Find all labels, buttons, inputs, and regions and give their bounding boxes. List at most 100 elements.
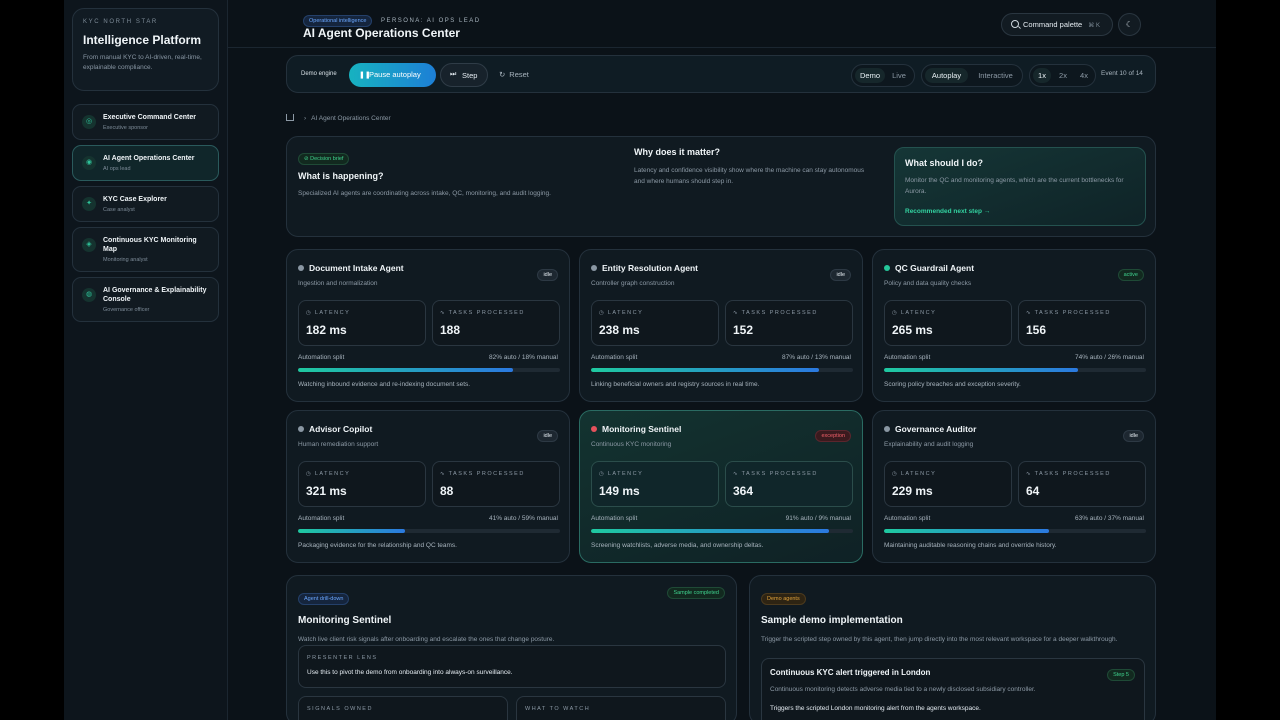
tasks-metric: ∿ TASKS PROCESSED 152 — [725, 300, 853, 346]
sidebar-item-sub: Governance officer — [103, 307, 150, 313]
recommended-next-step-link[interactable]: Recommended next step → — [905, 208, 1135, 215]
sidebar-nav: ◎ Executive Command Center Executive spo… — [72, 104, 219, 327]
speed-toggle: 1x 2x 4x — [1029, 64, 1096, 87]
sidebar-item-executive-command-center[interactable]: ◎ Executive Command Center Executive spo… — [72, 104, 219, 140]
activity-icon: ∿ — [1026, 310, 1031, 316]
agent-card[interactable]: QC Guardrail Agent Policy and data qualit… — [872, 249, 1156, 402]
agent-subtitle: Ingestion and normalization — [298, 280, 378, 287]
reset-button[interactable]: ↻ Reset — [499, 70, 529, 79]
automation-split-label: Automation split — [591, 354, 638, 361]
status-dot — [298, 265, 304, 271]
mode-live-button[interactable]: Live — [892, 71, 906, 80]
speed-1x-button[interactable]: 1x — [1033, 68, 1051, 83]
tasks-metric: ∿ TASKS PROCESSED 188 — [432, 300, 560, 346]
speed-2x-button[interactable]: 2x — [1059, 71, 1067, 80]
clock-icon: ◷ — [892, 471, 897, 477]
theme-toggle-button[interactable]: ☾ — [1118, 13, 1141, 36]
decision-brief: ⊘ Decision brief What is happening? Spec… — [286, 136, 1156, 237]
sidebar-item-ai-governance-console[interactable]: ◍ AI Governance & Explainability Console… — [72, 277, 219, 322]
alert-step-card[interactable]: Continuous KYC alert triggered in London… — [761, 658, 1145, 720]
automation-split-value: 41% auto / 59% manual — [488, 515, 558, 522]
home-icon[interactable] — [286, 114, 294, 121]
command-palette-label: Command palette — [1023, 20, 1083, 29]
latency-metric: ◷ LATENCY 265 ms — [884, 300, 1012, 346]
brand-title: Intelligence Platform — [83, 33, 202, 47]
pause-autoplay-button[interactable]: ❚❚ Pause autoplay — [349, 63, 436, 87]
automation-progress-track — [298, 368, 560, 372]
automation-split-label: Automation split — [884, 515, 931, 522]
latency-metric: ◷ LATENCY 182 ms — [298, 300, 426, 346]
sidebar-item-label: AI Governance & Explainability Console — [103, 287, 207, 303]
brief-why-matters: Why does it matter? Latency and confiden… — [634, 147, 874, 187]
automation-split-label: Automation split — [298, 515, 345, 522]
tasks-value: 156 — [1026, 323, 1047, 337]
signals-owned-label: SIGNALS OWNED — [307, 706, 373, 712]
automation-progress-track — [591, 529, 853, 533]
pause-icon: ❚❚ — [359, 72, 371, 79]
tasks-label: TASKS PROCESSED — [1034, 310, 1111, 316]
tasks-label: TASKS PROCESSED — [741, 471, 818, 477]
latency-value: 238 ms — [599, 323, 640, 337]
latency-label: LATENCY — [900, 310, 937, 316]
step-button[interactable]: ⏭ Step — [440, 63, 488, 87]
latency-label: LATENCY — [607, 471, 644, 477]
brief-what-happening: ⊘ Decision brief What is happening? Spec… — [298, 147, 598, 199]
drilldown-title: Monitoring Sentinel — [298, 615, 392, 626]
agent-description: Linking beneficial owners and registry s… — [591, 381, 760, 388]
status-badge: idle — [1123, 430, 1144, 442]
agent-name: Entity Resolution Agent — [602, 263, 699, 273]
agent-card[interactable]: Entity Resolution Agent Controller graph … — [579, 249, 863, 402]
automation-progress-track — [884, 529, 1146, 533]
sidebar-item-label: Continuous KYC Monitoring Map — [103, 237, 197, 253]
brief-question-2: Why does it matter? — [634, 147, 721, 157]
automation-progress-fill — [298, 368, 513, 372]
agent-card[interactable]: Document Intake Agent Ingestion and norma… — [286, 249, 570, 402]
status-badge: idle — [537, 430, 558, 442]
automation-progress-fill — [884, 368, 1078, 372]
automation-progress-track — [298, 529, 560, 533]
latency-label: LATENCY — [314, 310, 351, 316]
tasks-label: TASKS PROCESSED — [448, 471, 525, 477]
agent-card[interactable]: Governance Auditor Explainability and aud… — [872, 410, 1156, 563]
status-badge: idle — [830, 269, 851, 281]
play-toggle: Autoplay Interactive — [921, 64, 1023, 87]
automation-split-value: 91% auto / 9% manual — [785, 515, 851, 522]
mode-demo-button[interactable]: Demo — [855, 68, 885, 83]
agent-drilldown-panel: Agent drill-down Sample completed Monito… — [286, 575, 737, 720]
command-palette-button[interactable]: Command palette ⌘ K — [1001, 13, 1113, 36]
brief-question-1: What is happening? — [298, 171, 384, 181]
automation-progress-track — [884, 368, 1146, 372]
tasks-metric: ∿ TASKS PROCESSED 88 — [432, 461, 560, 507]
tasks-metric: ∿ TASKS PROCESSED 64 — [1018, 461, 1146, 507]
signals-owned-box: SIGNALS OWNED — [298, 696, 508, 720]
sample-title: Sample demo implementation — [761, 615, 903, 626]
status-dot — [884, 426, 890, 432]
status-dot — [591, 265, 597, 271]
sidebar-item-continuous-kyc-monitoring-map[interactable]: ◈ Continuous KYC Monitoring Map Monitori… — [72, 227, 219, 272]
mode-toggle: Demo Live — [851, 64, 915, 87]
activity-icon: ∿ — [1026, 471, 1031, 477]
speed-4x-button[interactable]: 4x — [1080, 71, 1088, 80]
sidebar-item-ai-agent-operations-center[interactable]: ◉ AI Agent Operations Center AI ops lead — [72, 145, 219, 181]
clock-icon: ◷ — [306, 310, 311, 316]
sidebar-item-label: Executive Command Center — [103, 114, 196, 121]
brief-text-1: Specialized AI agents are coordinating a… — [298, 190, 551, 197]
status-dot — [298, 426, 304, 432]
play-interactive-button[interactable]: Interactive — [978, 71, 1013, 80]
alert-description: Continuous monitoring detects adverse me… — [770, 686, 1036, 693]
shield-icon: ◍ — [82, 288, 96, 302]
chevron-right-icon: › — [304, 115, 307, 122]
automation-split-value: 87% auto / 13% manual — [781, 354, 851, 361]
latency-label: LATENCY — [607, 310, 644, 316]
leaf-icon: ⊘ — [304, 156, 311, 162]
sidebar-item-kyc-case-explorer[interactable]: ✦ KYC Case Explorer Case analyst — [72, 186, 219, 222]
agent-card[interactable]: Monitoring Sentinel Continuous KYC monito… — [579, 410, 863, 563]
clock-icon: ◷ — [892, 310, 897, 316]
page-header: Operational intelligence PERSONA: AI OPS… — [228, 0, 1216, 48]
agent-card[interactable]: Advisor Copilot Human remediation support… — [286, 410, 570, 563]
presenter-lens-text: Use this to pivot the demo from onboardi… — [307, 669, 513, 676]
reset-icon: ↻ — [499, 70, 506, 79]
play-autoplay-button[interactable]: Autoplay — [925, 68, 968, 83]
activity-icon: ∿ — [733, 310, 738, 316]
agent-name: Document Intake Agent — [309, 263, 404, 273]
